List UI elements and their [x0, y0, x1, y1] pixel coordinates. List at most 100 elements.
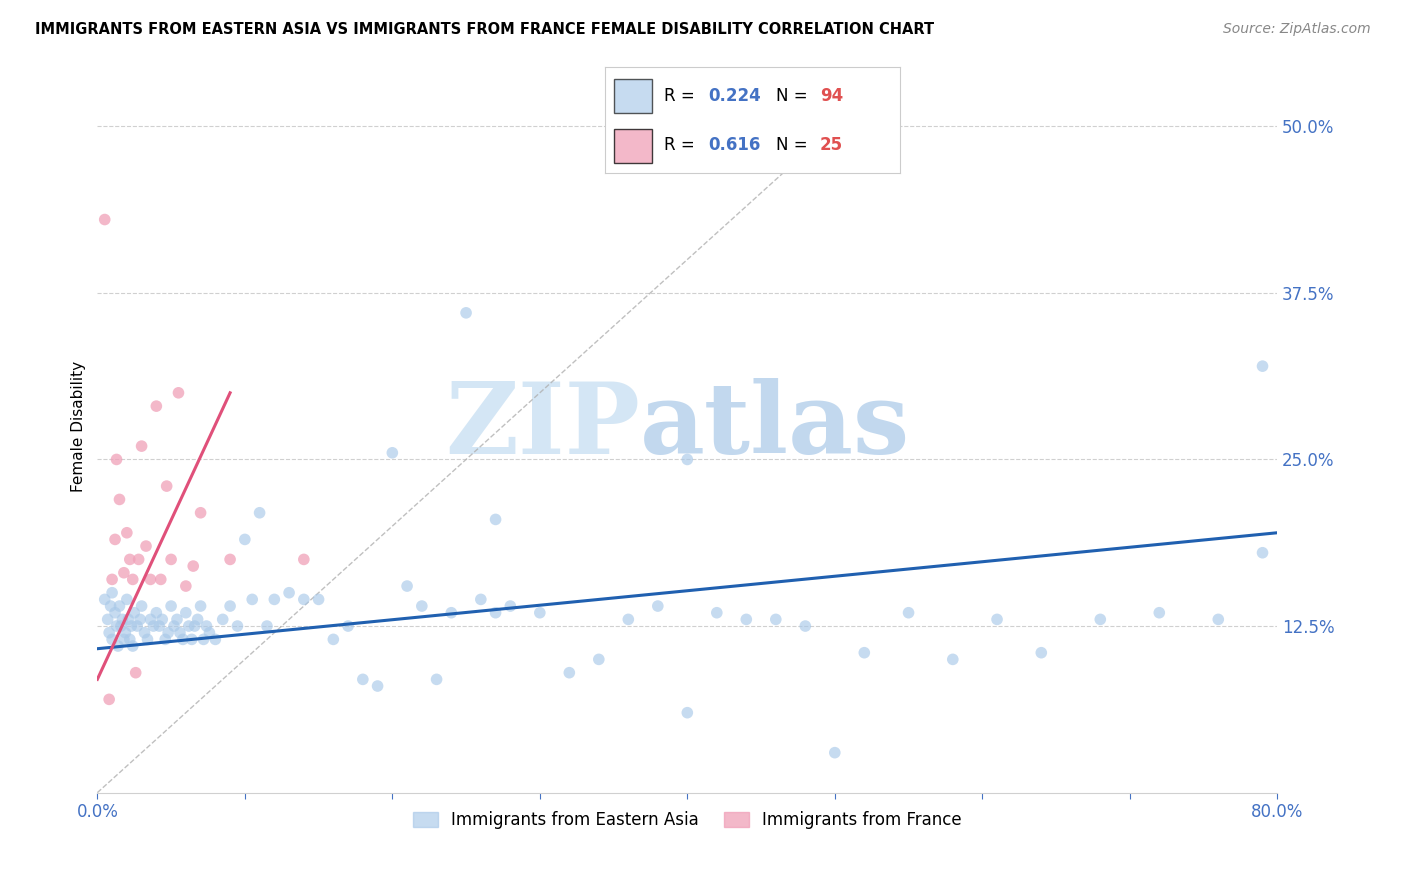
Point: [204, 632, 226, 647]
Text: IMMIGRANTS FROM EASTERN ASIA VS IMMIGRANTS FROM FRANCE FEMALE DISABILITY CORRELA: IMMIGRANTS FROM EASTERN ASIA VS IMMIGRAN…: [35, 22, 934, 37]
Point: [440, 606, 463, 620]
Point: [278, 585, 301, 599]
Point: [897, 606, 920, 620]
Y-axis label: Female Disability: Female Disability: [72, 360, 86, 491]
Point: [112, 632, 135, 647]
Point: [454, 306, 477, 320]
Point: [411, 599, 433, 613]
Point: [108, 599, 131, 613]
Point: [617, 612, 640, 626]
Point: [249, 506, 271, 520]
Point: [824, 746, 846, 760]
Point: [110, 619, 132, 633]
Point: [588, 652, 610, 666]
Point: [104, 533, 127, 547]
Point: [381, 446, 404, 460]
Point: [93, 212, 115, 227]
Point: [706, 606, 728, 620]
Point: [193, 632, 215, 647]
Point: [190, 599, 212, 613]
Point: [125, 665, 148, 680]
Point: [190, 506, 212, 520]
Point: [98, 692, 121, 706]
Point: [118, 632, 141, 647]
Point: [986, 612, 1008, 626]
Point: [135, 539, 157, 553]
Point: [108, 492, 131, 507]
Point: [167, 385, 190, 400]
Point: [367, 679, 389, 693]
Point: [558, 665, 581, 680]
Point: [169, 625, 191, 640]
Point: [117, 612, 139, 626]
Point: [226, 619, 249, 633]
Point: [1149, 606, 1171, 620]
Point: [101, 573, 124, 587]
Point: [142, 619, 165, 633]
Point: [292, 552, 315, 566]
Point: [337, 619, 360, 633]
Point: [195, 619, 218, 633]
Point: [765, 612, 787, 626]
Point: [1206, 612, 1229, 626]
Point: [322, 632, 344, 647]
Point: [174, 579, 197, 593]
Point: [101, 632, 124, 647]
Point: [426, 673, 449, 687]
Point: [134, 625, 156, 640]
Point: [157, 625, 180, 640]
Point: [240, 592, 263, 607]
Point: [98, 625, 121, 640]
Point: [263, 592, 285, 607]
Point: [1031, 646, 1053, 660]
Point: [97, 612, 120, 626]
Point: [942, 652, 965, 666]
Point: [160, 552, 183, 566]
Point: [160, 599, 183, 613]
Point: [114, 625, 136, 640]
Point: [183, 619, 205, 633]
Point: [308, 592, 330, 607]
Point: [735, 612, 758, 626]
Point: [174, 606, 197, 620]
Point: [187, 612, 209, 626]
Point: [219, 552, 242, 566]
Point: [122, 606, 145, 620]
Legend: Immigrants from Eastern Asia, Immigrants from France: Immigrants from Eastern Asia, Immigrants…: [406, 805, 969, 836]
Point: [101, 585, 124, 599]
Point: [470, 592, 492, 607]
Point: [529, 606, 551, 620]
Point: [127, 619, 149, 633]
Point: [352, 673, 374, 687]
Point: [676, 706, 699, 720]
Point: [121, 639, 143, 653]
Point: [219, 599, 242, 613]
Point: [794, 619, 817, 633]
Point: [115, 592, 138, 607]
Point: [149, 573, 172, 587]
Point: [111, 612, 134, 626]
Point: [105, 452, 128, 467]
Point: [484, 512, 506, 526]
Point: [121, 573, 143, 587]
Point: [136, 632, 159, 647]
Point: [139, 612, 162, 626]
Point: [484, 606, 506, 620]
Text: Source: ZipAtlas.com: Source: ZipAtlas.com: [1223, 22, 1371, 37]
Point: [233, 533, 256, 547]
Point: [131, 599, 153, 613]
Point: [396, 579, 419, 593]
Point: [131, 439, 153, 453]
Point: [150, 612, 173, 626]
Point: [100, 599, 122, 613]
Point: [853, 646, 876, 660]
Point: [128, 552, 150, 566]
Point: [139, 573, 162, 587]
Point: [120, 619, 142, 633]
Point: [166, 612, 188, 626]
Point: [1251, 546, 1274, 560]
Point: [145, 606, 167, 620]
Point: [1251, 359, 1274, 373]
Point: [148, 619, 170, 633]
Point: [198, 625, 221, 640]
